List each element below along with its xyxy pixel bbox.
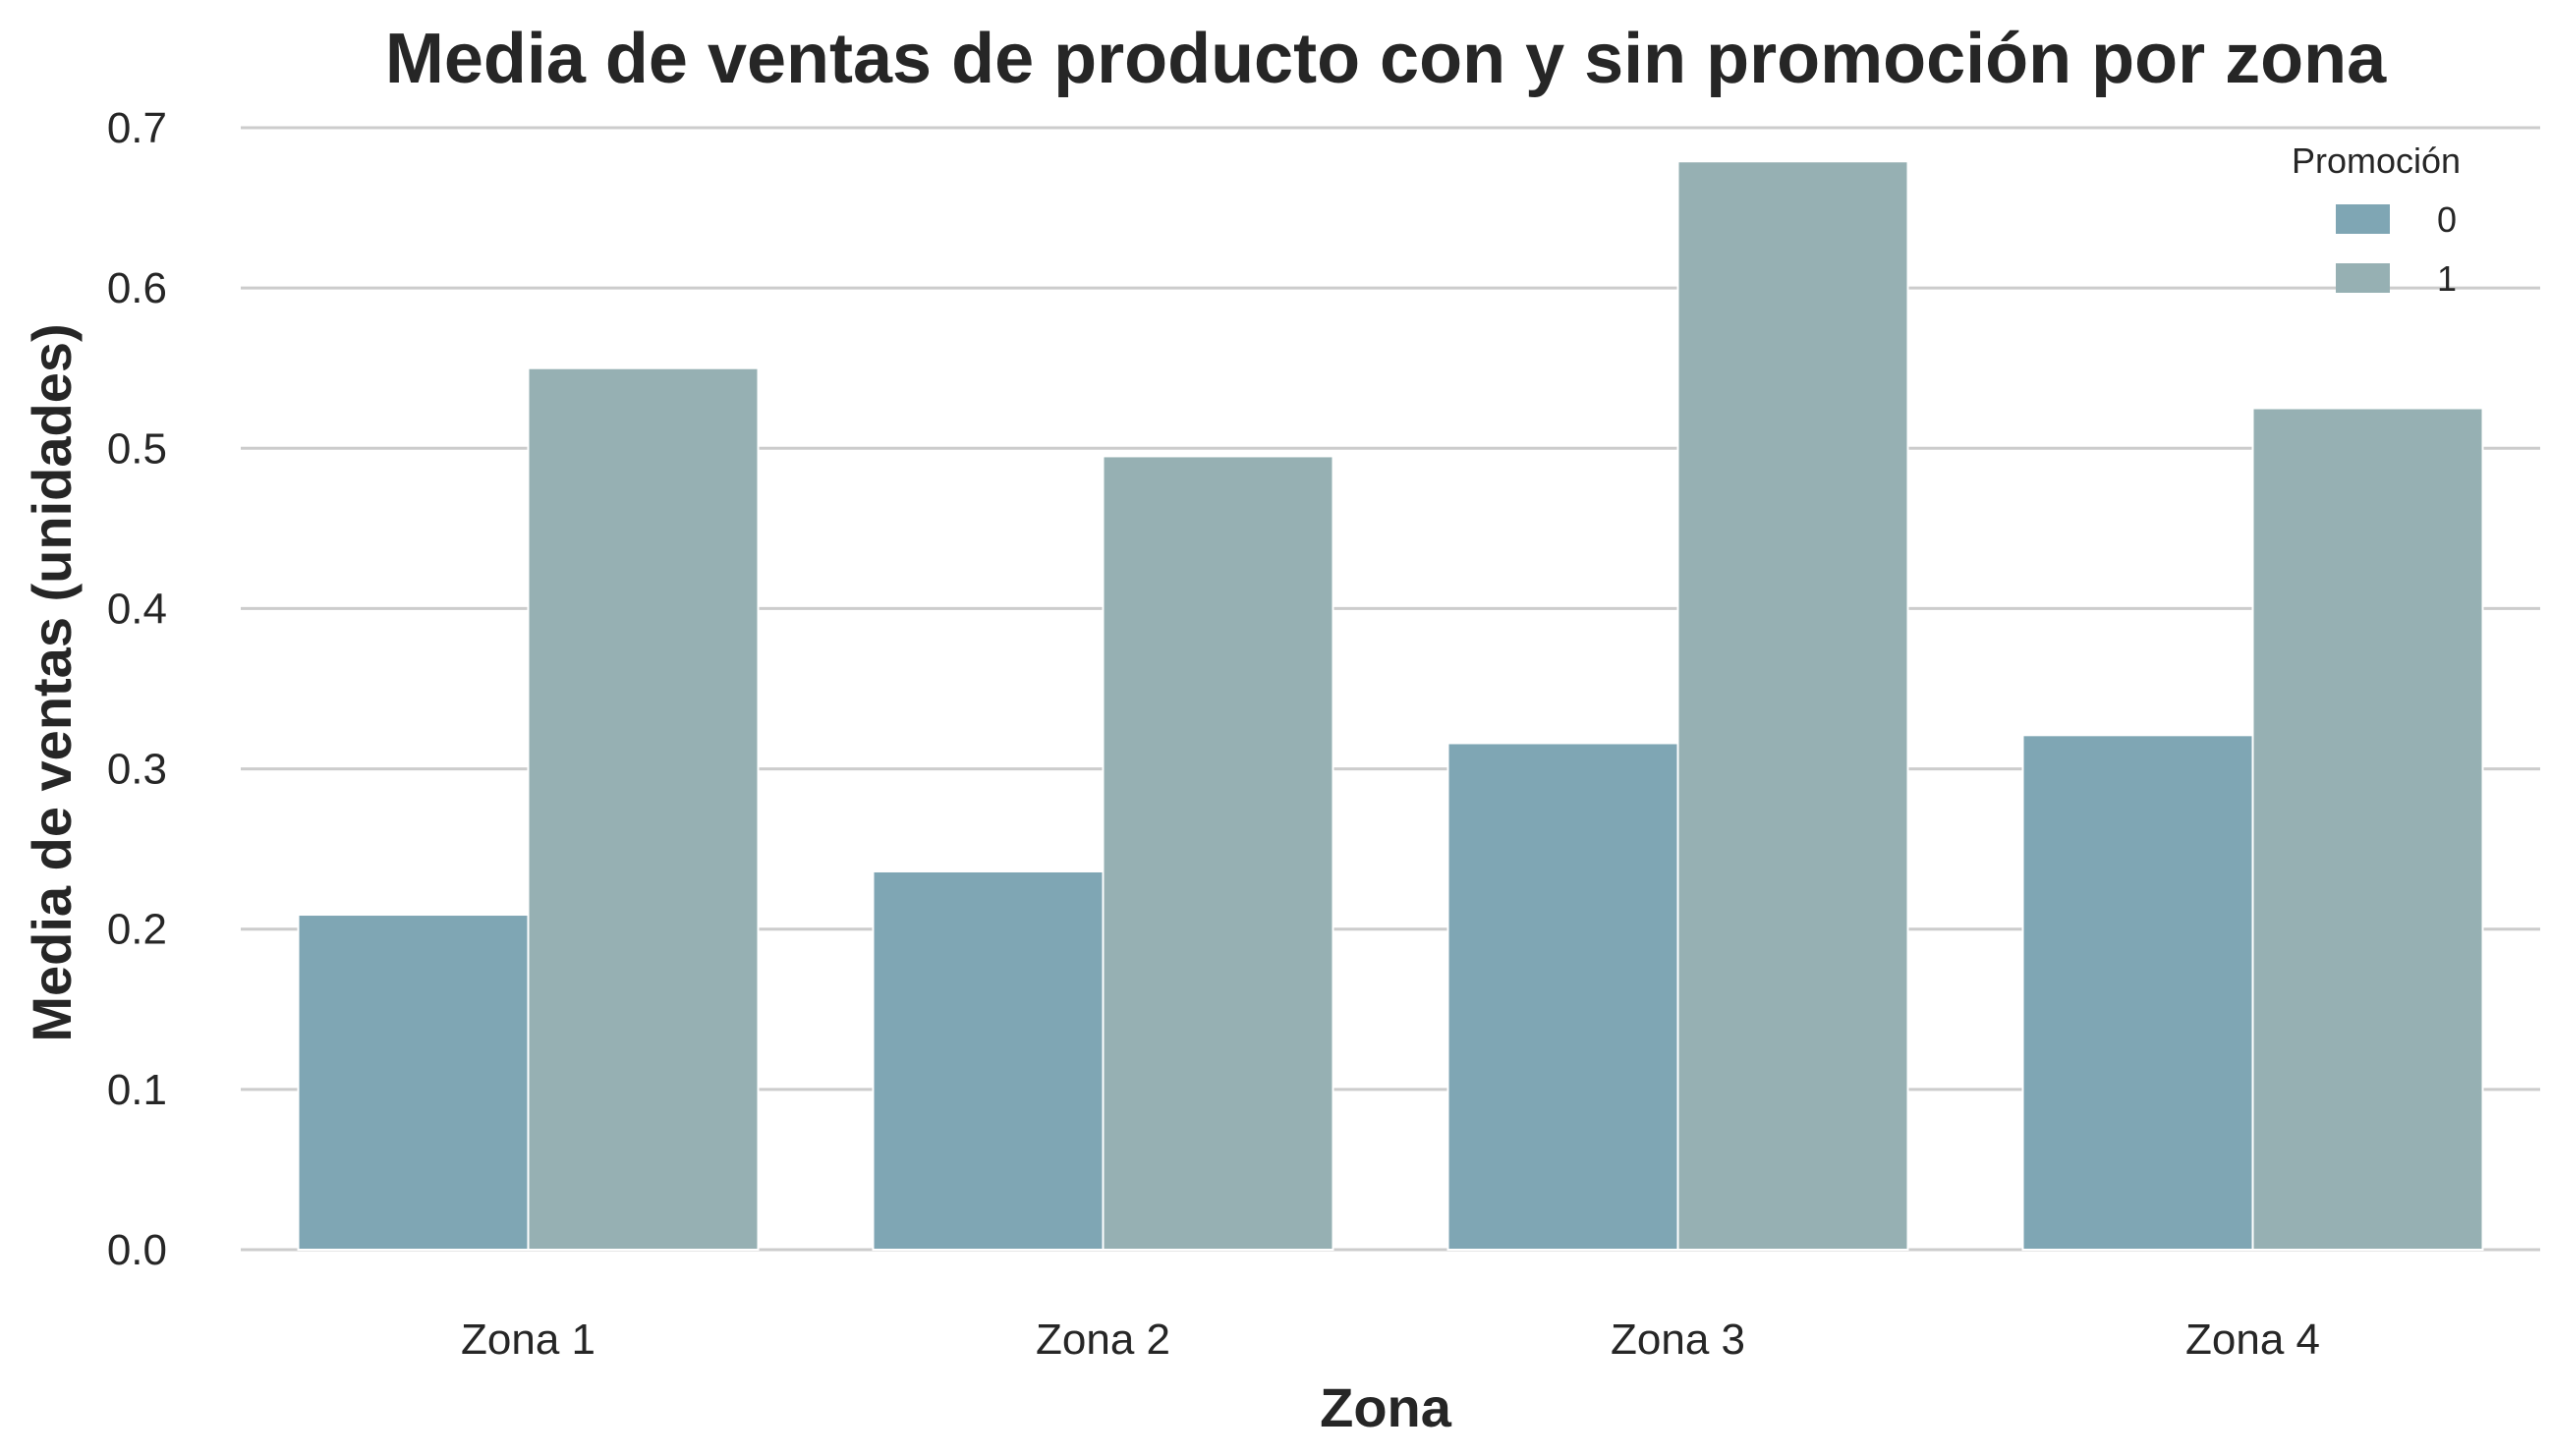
x-axis-label: Zona xyxy=(1320,1376,1452,1438)
bar-zona-2-promocion-1 xyxy=(1102,455,1334,1251)
y-tick-label: 0.0 xyxy=(107,1226,167,1274)
bar-zona-2-promocion-0 xyxy=(872,869,1105,1251)
legend-swatch xyxy=(2336,204,2390,234)
y-tick-label: 0.2 xyxy=(107,906,167,954)
y-tick-label: 0.4 xyxy=(107,585,167,633)
y-tick-label: 0.1 xyxy=(107,1066,167,1114)
y-tick-label: 0.3 xyxy=(107,746,167,794)
chart-title: Media de ventas de producto con y sin pr… xyxy=(385,20,2387,98)
legend: Promoción 0 1 xyxy=(2292,140,2461,299)
y-tick-labels: 0.0 0.1 0.2 0.3 0.4 0.5 0.6 0.7 xyxy=(107,104,167,1274)
bar-zona-3-promocion-0 xyxy=(1446,742,1679,1251)
x-tick-label: Zona 4 xyxy=(2185,1316,2320,1364)
bar-zona-1-promocion-0 xyxy=(297,914,530,1251)
y-tick-label: 0.7 xyxy=(107,104,167,152)
x-tick-label: Zona 2 xyxy=(1036,1316,1170,1364)
legend-title: Promoción xyxy=(2292,140,2461,181)
y-axis-label: Media de ventas (unidades) xyxy=(21,323,83,1041)
bar-zona-4-promocion-1 xyxy=(2251,407,2484,1251)
legend-swatch xyxy=(2336,263,2390,293)
y-tick-label: 0.5 xyxy=(107,424,167,473)
y-tick-label: 0.6 xyxy=(107,264,167,312)
legend-label: 1 xyxy=(2437,258,2457,299)
bar-zona-4-promocion-0 xyxy=(2021,734,2254,1251)
legend-label: 0 xyxy=(2437,199,2457,240)
bar-zona-1-promocion-1 xyxy=(527,366,760,1251)
bars xyxy=(297,160,2484,1251)
x-tick-labels: Zona 1 Zona 2 Zona 3 Zona 4 xyxy=(461,1316,2320,1364)
bar-zona-3-promocion-1 xyxy=(1676,160,1909,1251)
x-tick-label: Zona 3 xyxy=(1611,1316,1745,1364)
x-tick-label: Zona 1 xyxy=(461,1316,595,1364)
